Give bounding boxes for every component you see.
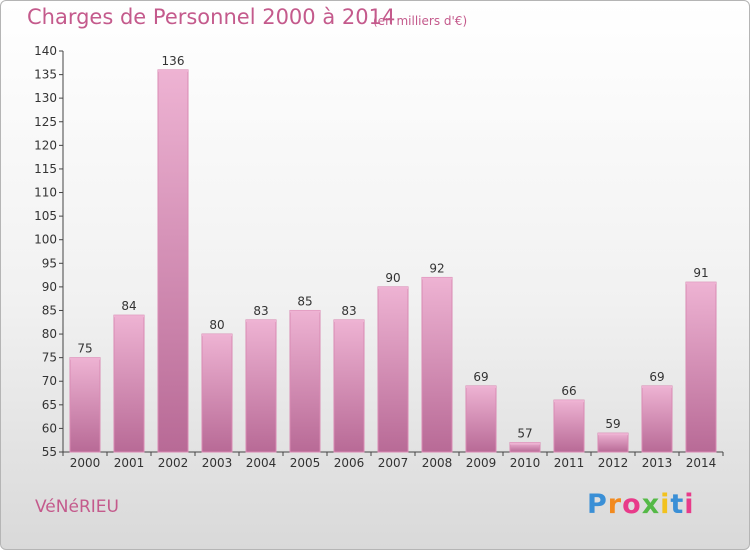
y-axis: 55 60 65 70 75 80 85 90 95 100 105 110 115 120 125 130 1…: [34, 44, 64, 459]
bar-top-highlight: [114, 315, 144, 318]
y-tick-label: 55: [42, 445, 57, 459]
bars: [69, 69, 717, 453]
y-tick-label: 60: [42, 421, 57, 435]
bar-top-highlight: [70, 357, 100, 360]
bar-2008: [421, 276, 453, 453]
chart-subtitle: (en milliers d'€): [373, 14, 468, 28]
bar-top-highlight: [598, 433, 628, 436]
value-labels: 75 84 136 80 83 85 83 90 92 69 57 66 59 69 91: [77, 54, 708, 441]
x-tick-label: 2005: [290, 456, 321, 470]
logo-letter: r: [607, 489, 623, 520]
bar-top-highlight: [510, 442, 540, 445]
bar-top-highlight: [334, 319, 364, 322]
y-tick-label: 105: [34, 209, 57, 223]
x-tick-label: 2008: [422, 456, 453, 470]
value-label-2001: 84: [121, 299, 136, 313]
y-tick-label: 85: [42, 303, 57, 317]
bar-2009: [465, 385, 497, 453]
x-axis: 2000 2001 2002 2003 2004 2005 2006 2007 2008 2009…: [62, 451, 724, 470]
value-label-2009: 69: [473, 370, 488, 384]
value-label-2007: 90: [385, 271, 400, 285]
x-tick-label: 2004: [246, 456, 277, 470]
bar-top-highlight: [642, 385, 672, 388]
town-name: VéNéRIEU: [35, 497, 119, 517]
y-tick-label: 120: [34, 138, 57, 152]
y-tick-label: 140: [34, 44, 57, 58]
x-tick-label: 2007: [378, 456, 409, 470]
value-label-2011: 66: [561, 384, 576, 398]
x-tick-label: 2013: [642, 456, 673, 470]
bar-2014: [685, 281, 717, 453]
value-label-2010: 57: [517, 427, 532, 441]
logo-letter: o: [622, 489, 642, 520]
y-tick-label: 115: [34, 162, 57, 176]
y-tick-label: 135: [34, 68, 57, 82]
bar-2001: [113, 314, 145, 453]
bar-top-highlight: [466, 385, 496, 388]
value-label-2006: 83: [341, 304, 356, 318]
y-tick-label: 70: [42, 374, 57, 388]
logo-letter: i: [660, 489, 671, 520]
y-tick-label: 90: [42, 280, 57, 294]
bar-top-highlight: [158, 69, 188, 72]
bar-top-highlight: [378, 286, 408, 289]
y-tick-label: 125: [34, 115, 57, 129]
x-tick-label: 2001: [114, 456, 145, 470]
bar-2004: [245, 319, 277, 453]
bar-2005: [289, 309, 321, 453]
bar-top-highlight: [202, 334, 232, 337]
x-tick-label: 2012: [598, 456, 629, 470]
x-tick-label: 2009: [466, 456, 497, 470]
bar-top-highlight: [422, 277, 452, 280]
value-label-2013: 69: [649, 370, 664, 384]
x-tick-label: 2003: [202, 456, 233, 470]
value-label-2005: 85: [297, 294, 312, 308]
x-tick-label: 2006: [334, 456, 365, 470]
value-label-2000: 75: [77, 342, 92, 356]
value-label-2003: 80: [209, 318, 224, 332]
y-tick-label: 80: [42, 327, 57, 341]
x-tick-label: 2002: [158, 456, 189, 470]
y-tick-label: 75: [42, 351, 57, 365]
x-tick-label: 2011: [554, 456, 585, 470]
x-tick-label: 2010: [510, 456, 541, 470]
bar-2002: [157, 69, 189, 453]
bar-top-highlight: [290, 310, 320, 313]
x-tick-label: 2014: [686, 456, 717, 470]
x-tick-label: 2000: [70, 456, 101, 470]
y-tick-label: 65: [42, 398, 57, 412]
logo-letter: t: [670, 489, 685, 520]
chart-title: Charges de Personnel 2000 à 2014: [27, 5, 396, 29]
bar-top-highlight: [686, 282, 716, 285]
value-label-2002: 136: [162, 54, 185, 68]
value-label-2014: 91: [693, 266, 708, 280]
bar-2007: [377, 286, 409, 453]
proxiti-logo: Proxiti: [587, 489, 695, 520]
bar-top-highlight: [554, 400, 584, 403]
bar-2012: [597, 432, 629, 453]
bar-2006: [333, 319, 365, 453]
value-label-2012: 59: [605, 417, 620, 431]
logo-letter: i: [684, 489, 695, 520]
bar-2000: [69, 357, 101, 453]
bar-2011: [553, 399, 585, 453]
y-tick-label: 110: [34, 186, 57, 200]
y-tick-label: 130: [34, 91, 57, 105]
bar-top-highlight: [246, 319, 276, 322]
logo-letter: x: [641, 489, 661, 520]
y-tick-label: 95: [42, 256, 57, 270]
logo-letter: P: [587, 489, 608, 520]
bar-2003: [201, 333, 233, 453]
bar-2013: [641, 385, 673, 453]
value-label-2004: 83: [253, 304, 268, 318]
y-tick-label: 100: [34, 233, 57, 247]
value-label-2008: 92: [429, 261, 444, 275]
